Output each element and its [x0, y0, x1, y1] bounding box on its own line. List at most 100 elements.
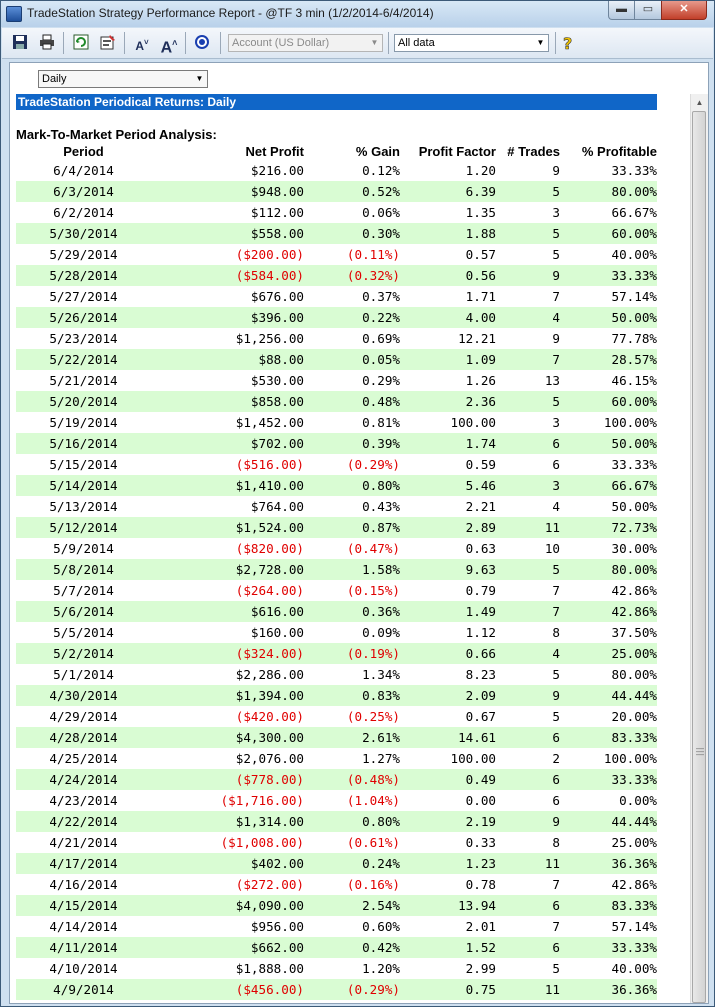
cell-profit-factor: 9.63	[400, 559, 496, 580]
refresh-icon[interactable]	[72, 34, 90, 52]
cell-profit-factor: 2.89	[400, 517, 496, 538]
cell-profitable: 33.33%	[611, 457, 658, 472]
cell-gain: 0.80%	[304, 811, 400, 832]
title-bar[interactable]: TradeStation Strategy Performance Report…	[1, 1, 714, 27]
cell-period: 6/4/2014	[53, 163, 114, 178]
cell-net-profit: $702.00	[151, 433, 304, 454]
cell-trades: 7	[496, 349, 560, 370]
cell-profit-factor: 0.57	[465, 247, 496, 262]
table-row: 5/22/2014 $88.00 0.05% 1.09 7 28.57%	[16, 349, 657, 370]
cell-trades: 4	[552, 499, 560, 514]
scroll-up-icon[interactable]: ▲	[695, 98, 704, 107]
cell-net-profit: ($778.00)	[151, 769, 304, 790]
cell-gain: 0.06%	[362, 205, 400, 220]
cell-period: 4/15/2014	[16, 895, 151, 916]
cell-profitable: 60.00%	[560, 391, 657, 412]
cell-trades: 3	[552, 415, 560, 430]
cell-profit-factor: 1.71	[465, 289, 496, 304]
cell-profitable: 44.44%	[560, 685, 657, 706]
report-content: Daily ▼ TradeStation Periodical Returns:…	[9, 62, 709, 1004]
print-icon[interactable]	[38, 34, 56, 52]
cell-trades: 6	[552, 793, 560, 808]
cell-trades: 7	[552, 877, 560, 892]
cell-period: 5/19/2014	[49, 415, 118, 430]
cell-profitable: 42.86%	[611, 877, 658, 892]
chevron-down-icon[interactable]: ▼	[195, 74, 204, 83]
table-row: 5/14/2014 $1,410.00 0.80% 5.46 3 66.67%	[16, 475, 657, 496]
chevron-down-icon[interactable]: ▼	[536, 38, 545, 47]
cell-period: 4/9/2014	[16, 979, 151, 1000]
maximize-button[interactable]: ▭	[634, 1, 662, 20]
cell-period: 5/13/2014	[49, 499, 118, 514]
font-decrease-icon[interactable]: A˅	[135, 38, 149, 53]
cell-gain: 0.12%	[362, 163, 400, 178]
settings-icon[interactable]	[99, 34, 117, 52]
cell-profitable: 33.33%	[560, 769, 657, 790]
cell-gain: 0.39%	[304, 433, 400, 454]
cell-profitable: 100.00%	[603, 751, 657, 766]
period-select[interactable]: Daily ▼	[38, 70, 208, 88]
scroll-thumb[interactable]: — — —	[692, 111, 706, 1003]
font-increase-icon[interactable]: A˄	[160, 38, 178, 57]
table-row: 5/30/2014 $558.00 0.30% 1.88 5 60.00%	[16, 223, 657, 244]
save-icon[interactable]	[11, 34, 29, 52]
cell-net-profit: $676.00	[250, 289, 304, 304]
table-row: 4/21/2014 ($1,008.00) (0.61%) 0.33 8 25.00%	[16, 832, 657, 853]
table-row: 5/6/2014 $616.00 0.36% 1.49 7 42.86%	[16, 601, 657, 622]
cell-profitable: 50.00%	[560, 307, 657, 328]
cell-trades: 5	[552, 961, 560, 976]
cell-net-profit: $2,286.00	[235, 667, 304, 682]
cell-net-profit: $764.00	[250, 499, 304, 514]
cell-net-profit: ($1,008.00)	[220, 835, 304, 850]
cell-trades: 5	[552, 247, 560, 262]
cell-profit-factor: 100.00	[450, 415, 497, 430]
cell-gain: 0.05%	[304, 349, 400, 370]
cell-net-profit: $1,256.00	[235, 331, 304, 346]
vertical-scrollbar[interactable]: ▲ — — —	[690, 94, 708, 1003]
cell-trades: 6	[496, 769, 560, 790]
cell-period: 5/28/2014	[16, 265, 151, 286]
cell-period: 5/30/2014	[16, 223, 151, 244]
cell-profit-factor: 0.00	[465, 793, 496, 808]
chevron-down-icon: ▼	[370, 38, 379, 47]
cell-profitable: 80.00%	[611, 667, 658, 682]
target-icon[interactable]	[193, 34, 211, 52]
minimize-button[interactable]: ▬	[608, 1, 635, 20]
close-button[interactable]: ✕	[661, 1, 707, 20]
cell-gain: 1.58%	[304, 559, 400, 580]
table-row: 5/16/2014 $702.00 0.39% 1.74 6 50.00%	[16, 433, 657, 454]
cell-net-profit: $956.00	[250, 919, 304, 934]
window-title: TradeStation Strategy Performance Report…	[27, 6, 434, 20]
cell-profit-factor: 1.88	[400, 223, 496, 244]
cell-net-profit: $112.00	[250, 205, 304, 220]
cell-period: 5/23/2014	[49, 331, 118, 346]
table-row: 6/2/2014 $112.00 0.06% 1.35 3 66.67%	[16, 202, 657, 223]
column-header-profitable: % Profitable	[581, 143, 657, 159]
range-combo[interactable]: All data ▼	[394, 34, 549, 52]
cell-period: 5/27/2014	[49, 289, 118, 304]
cell-profit-factor: 0.66	[400, 643, 496, 664]
cell-profit-factor: 5.46	[400, 475, 496, 496]
help-icon[interactable]: ?	[559, 34, 577, 54]
cell-trades: 11	[496, 853, 560, 874]
cell-period: 5/1/2014	[53, 667, 114, 682]
cell-gain: (0.25%)	[346, 709, 400, 724]
cell-gain: (0.16%)	[346, 877, 400, 892]
cell-net-profit: $396.00	[151, 307, 304, 328]
cell-profit-factor: 1.74	[400, 433, 496, 454]
cell-profitable: 36.36%	[560, 979, 657, 1000]
returns-table: Period Net Profit % Gain Profit Factor #…	[16, 142, 657, 1000]
cell-gain: 0.29%	[362, 373, 400, 388]
cell-period: 4/16/2014	[49, 877, 118, 892]
cell-period: 6/3/2014	[16, 181, 151, 202]
cell-net-profit: $1,394.00	[151, 685, 304, 706]
cell-period: 5/5/2014	[53, 625, 114, 640]
cell-profit-factor: 2.01	[465, 919, 496, 934]
cell-profit-factor: 0.56	[400, 265, 496, 286]
table-row: 5/13/2014 $764.00 0.43% 2.21 4 50.00%	[16, 496, 657, 517]
cell-net-profit: ($272.00)	[235, 877, 304, 892]
cell-net-profit: ($820.00)	[235, 541, 304, 556]
account-combo: Account (US Dollar) ▼	[228, 34, 383, 52]
cell-net-profit: $1,524.00	[151, 517, 304, 538]
cell-profitable: 46.15%	[611, 373, 658, 388]
